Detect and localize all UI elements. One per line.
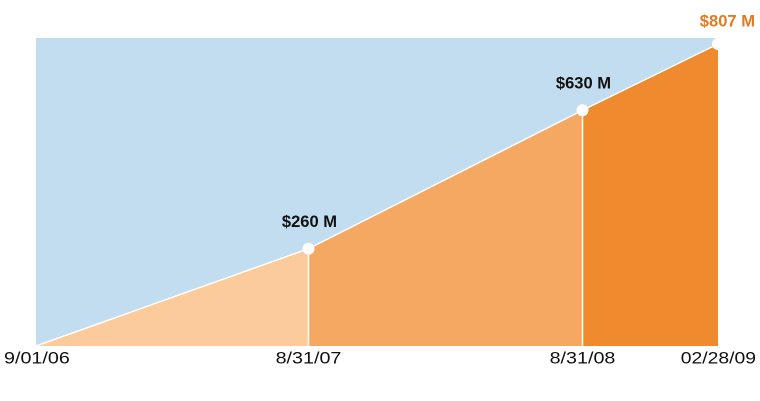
line	[35, 43, 719, 347]
x-tick-label: 02/28/09	[681, 348, 756, 367]
x-tick-label: 8/31/08	[550, 348, 616, 367]
x-tick-label: 9/01/06	[4, 348, 70, 367]
value-label: $807 M	[700, 11, 755, 30]
value-label: $260 M	[282, 212, 337, 231]
area-segment	[308, 110, 583, 346]
x-tick-label: 8/31/07	[276, 348, 342, 367]
value-label: $630 M	[556, 74, 611, 93]
point	[712, 38, 724, 50]
point	[576, 104, 589, 117]
area-segment	[582, 44, 718, 346]
point	[302, 242, 315, 255]
